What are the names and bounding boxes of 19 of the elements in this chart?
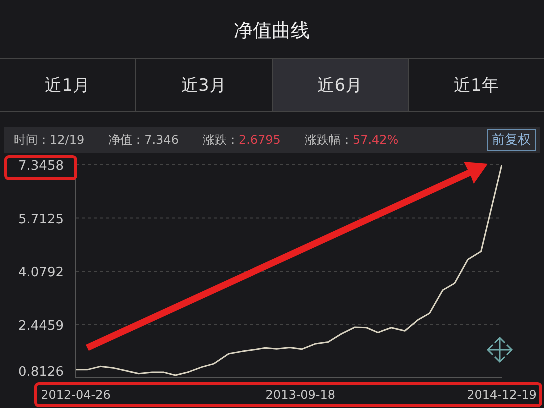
text: 涨跌：2.6795 (202, 132, 281, 148)
y-tick-label: 2.4459 (18, 318, 64, 334)
y-tick-label: 0.8126 (18, 365, 64, 380)
y-tick-label: 7.3458 (18, 159, 64, 174)
chart-title: 净值曲线 (233, 19, 311, 44)
text: 涨跌幅：57.42% (304, 132, 399, 148)
y-tick-label: 5.7125 (18, 212, 64, 228)
x-tick-label: 2013-09-18 (266, 388, 336, 402)
y-tick-label: 4.0792 (18, 266, 64, 280)
text: 近6月 (272, 59, 408, 111)
text: 近3月 (135, 59, 272, 111)
text: 近1月 (0, 59, 136, 111)
line-series (76, 165, 502, 376)
text: 时间：12/19 (14, 132, 85, 148)
x-tick-label: 2012-04-26 (41, 388, 111, 402)
text: 净值：7.346 (108, 132, 179, 148)
x-tick-label: 2014-12-19 (467, 388, 537, 402)
text: 前复权 (487, 129, 536, 151)
text: 近1年 (408, 59, 544, 111)
